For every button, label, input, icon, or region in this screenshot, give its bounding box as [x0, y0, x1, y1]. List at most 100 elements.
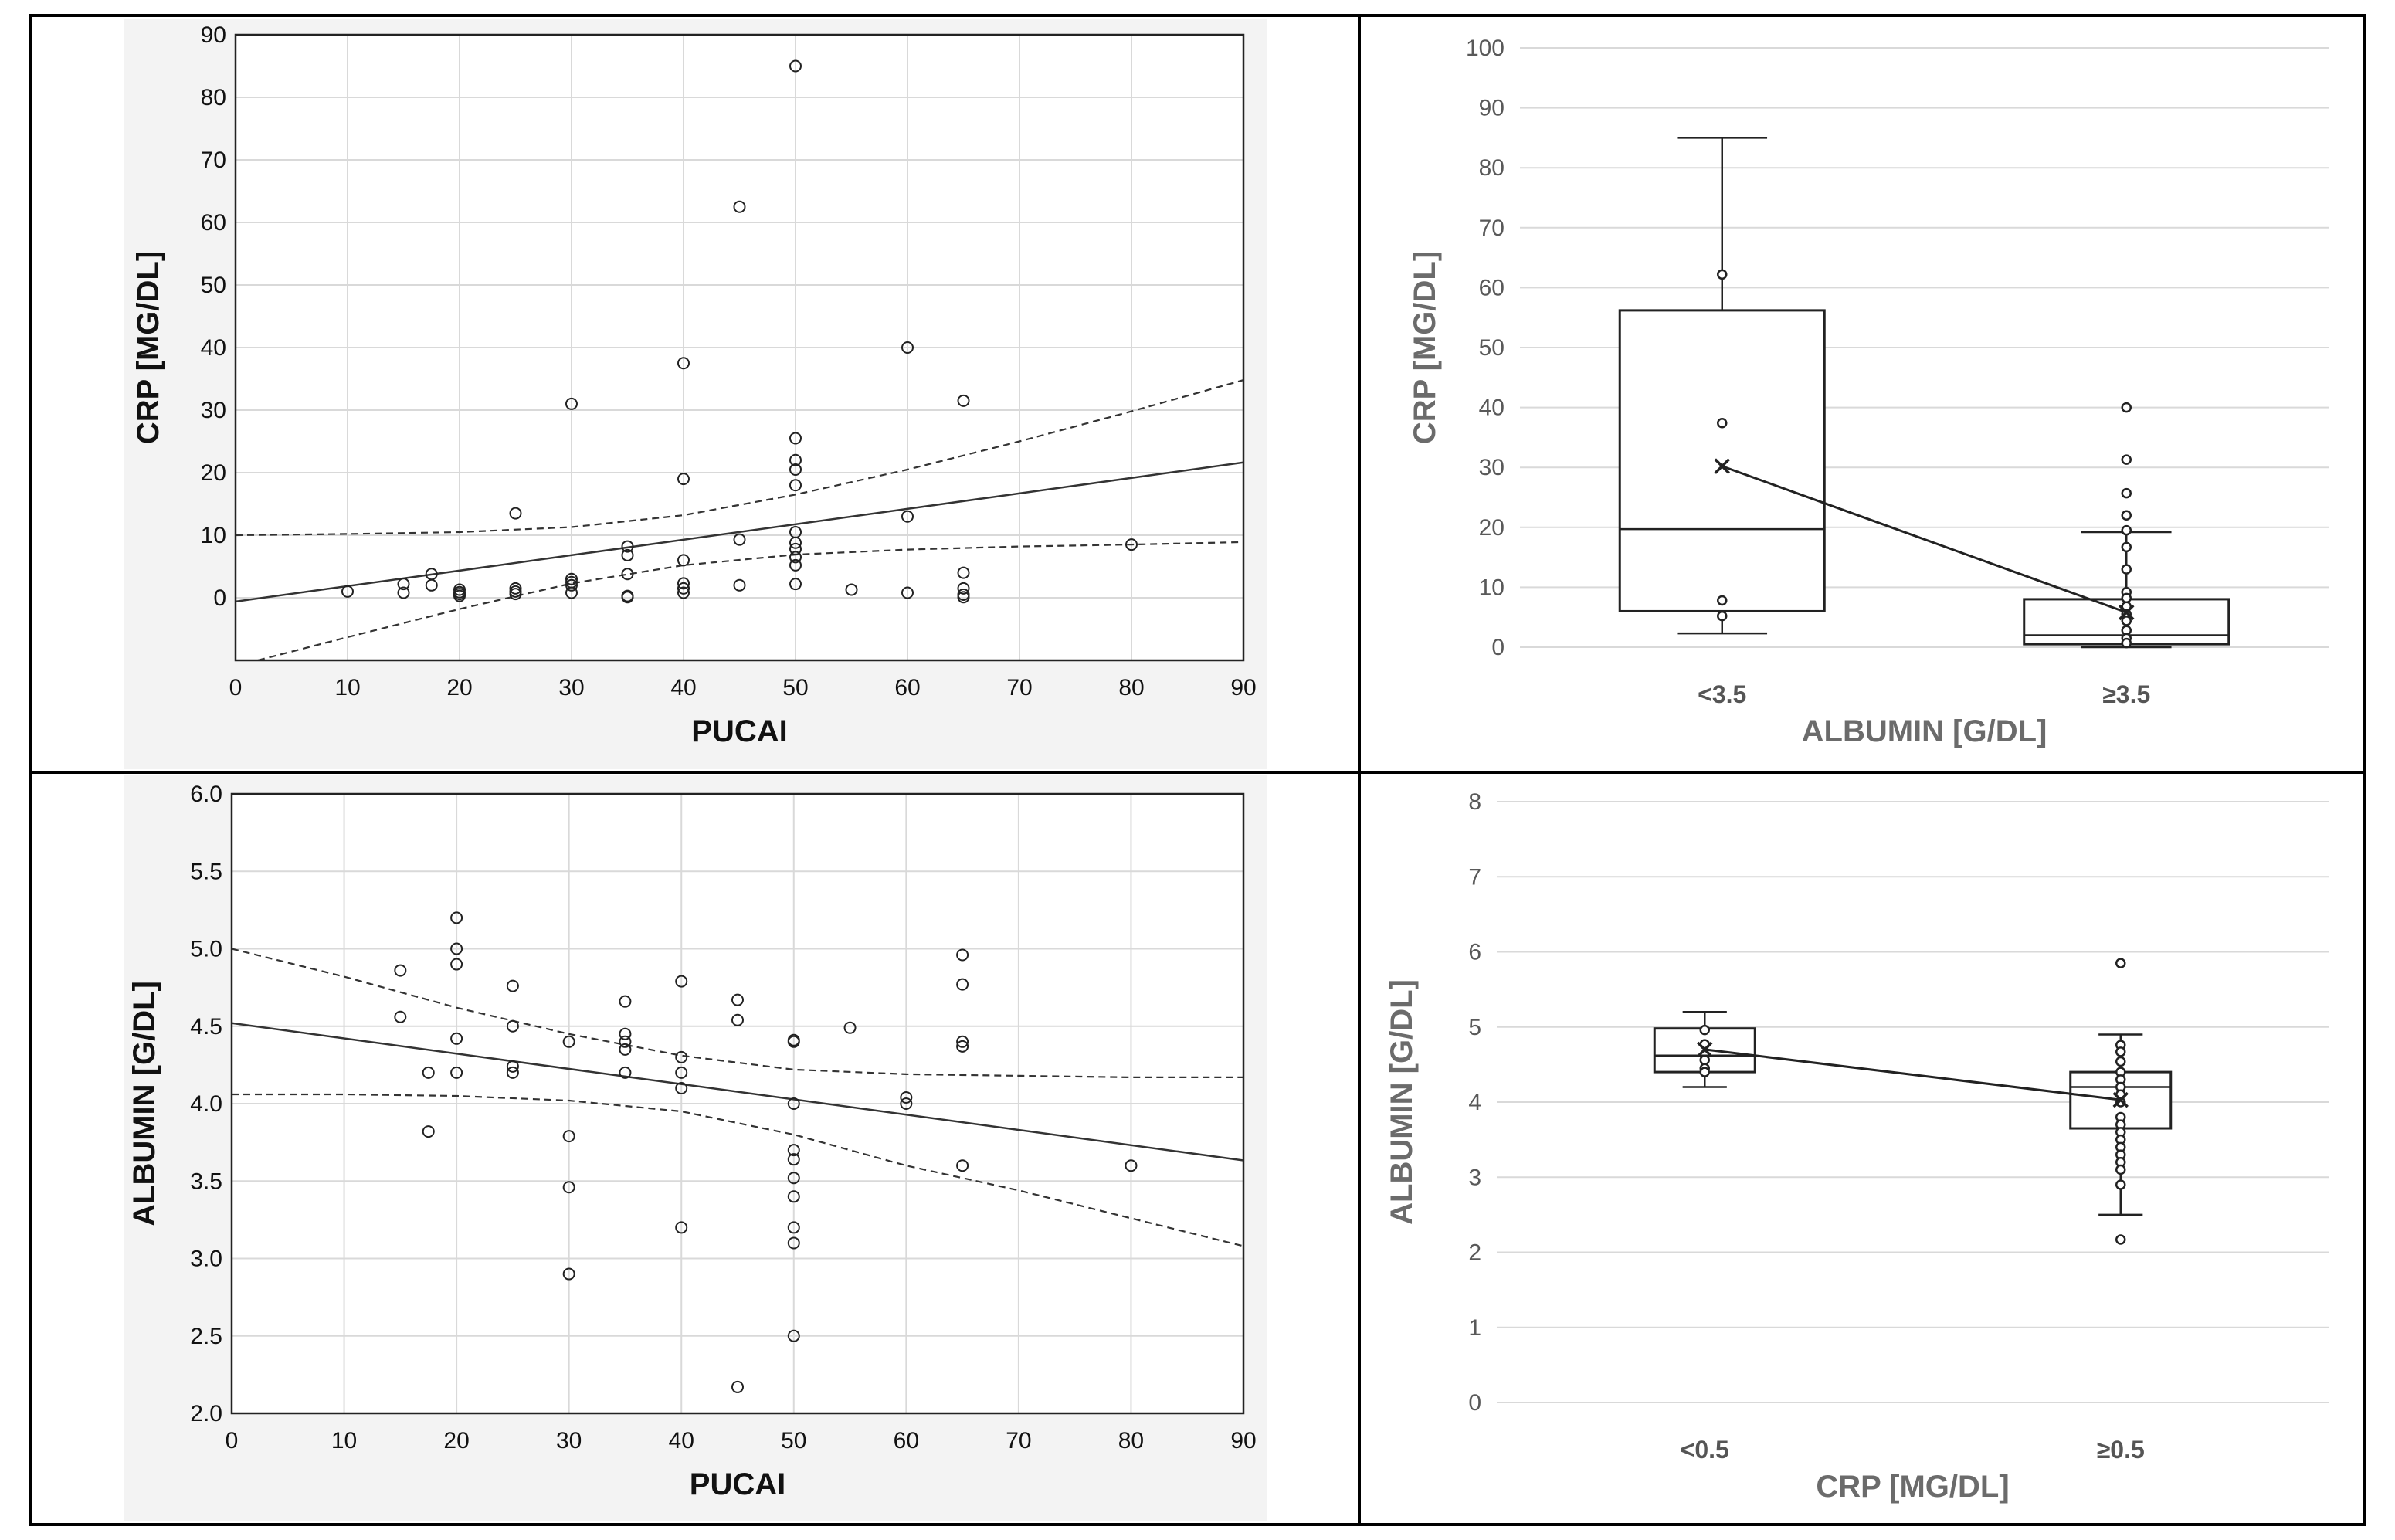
p3-data-point [1699, 1024, 1710, 1036]
p0-y-tick-label: 40 [201, 335, 226, 361]
p0-x-tick-label: 30 [558, 675, 584, 700]
p0-data-point [621, 548, 634, 561]
p2-data-point [787, 1144, 800, 1157]
p2-data-point [787, 1153, 800, 1166]
p2-data-point [675, 975, 688, 988]
p1-category-label: ≥3.5 [2102, 680, 2150, 708]
p2-data-point [787, 1035, 800, 1048]
p1-data-point [2121, 454, 2132, 465]
p2-y-tick-label: 4.5 [190, 1014, 222, 1040]
p3-data-point [1699, 1054, 1710, 1066]
p0-data-point [789, 432, 802, 445]
p0-data-point [453, 589, 466, 602]
p1-data-point [1717, 610, 1728, 622]
p2-fit-lines [232, 948, 1243, 1247]
p1-y-tick-label: 20 [1479, 515, 1505, 541]
p1-data-point [2121, 510, 2132, 521]
p0-y-tick-label: 10 [201, 523, 226, 548]
p1-mean-marker [1714, 458, 1730, 474]
p0-data-point [677, 577, 690, 590]
p0-x-tick-label: 70 [1006, 675, 1032, 700]
p2-data-point [956, 1035, 969, 1048]
p1-y-tick-label: 40 [1479, 395, 1505, 421]
p1-y-tick-label: 70 [1479, 215, 1505, 241]
p3-y-tick-label: 1 [1468, 1315, 1481, 1341]
p3-y-tick-label: 8 [1468, 789, 1481, 815]
p2-data-point [619, 1035, 632, 1048]
panel-frame-top-right [1358, 14, 2366, 774]
p0-data-point [509, 582, 522, 595]
p2-data-point [619, 1027, 632, 1040]
p0-y-tick-label: 20 [201, 460, 226, 486]
p3-mean-line [1705, 1048, 2121, 1101]
p1-y-tick-label: 60 [1479, 275, 1505, 300]
p0-data-point [733, 578, 746, 592]
p2-y-tick-label: 3.0 [190, 1247, 222, 1272]
p0-ci-upper-line [236, 379, 1243, 537]
p0-data-point [1125, 538, 1138, 551]
p2-data-point [562, 1130, 575, 1143]
p0-plot-frame [234, 33, 1245, 662]
p2-regression-line [232, 1022, 1243, 1162]
albumin-vs-pucai-scatter: 0 10 20 30 40 50 60 70 80 90 2.0 2.5 3.0 3.5 4.0 4.5 5.0… [127, 782, 1257, 1501]
p0-y-tick-label: 0 [213, 585, 226, 611]
p3-data-point [2115, 1234, 2126, 1245]
p0-y-tick-label: 90 [201, 22, 226, 48]
p2-data-point [731, 993, 744, 1006]
p3-category-label: <0.5 [1681, 1436, 1729, 1464]
p1-data-point [2121, 592, 2132, 604]
p2-x-tick-label: 30 [556, 1428, 582, 1454]
p2-y-tick-label: 4.0 [190, 1091, 222, 1117]
p2-data-point [1125, 1159, 1138, 1172]
p2-x-tick-label: 10 [331, 1428, 357, 1454]
p2-data-point [787, 1221, 800, 1234]
p2-x-tick-label: 90 [1230, 1428, 1256, 1454]
p2-y-tick-label: 2.5 [190, 1324, 222, 1349]
p0-data-point [957, 582, 970, 595]
p0-data-point [901, 341, 914, 354]
p0-data-point [789, 578, 802, 591]
p3-data-point [1699, 1067, 1710, 1077]
p0-x-tick-label: 10 [334, 675, 360, 700]
p0-data-point [677, 586, 690, 599]
p0-x-axis-title: PUCAI [691, 714, 787, 748]
p2-x-tick-label: 50 [781, 1428, 806, 1454]
p3-data-point [2115, 958, 2126, 968]
p0-data-point [621, 591, 634, 604]
p0-data-point [621, 568, 634, 581]
p1-y-tick-label: 30 [1479, 455, 1505, 480]
p0-data-point [733, 533, 746, 546]
p3-data-point [2115, 1164, 2126, 1175]
p0-y-tick-label: 50 [201, 273, 226, 298]
p1-data-point [2121, 541, 2132, 553]
p2-data-point [562, 1035, 575, 1048]
p3-y-tick-label: 6 [1468, 940, 1481, 965]
p2-data-point [506, 1066, 519, 1079]
p0-data-point [789, 536, 802, 549]
p0-x-tick-label: 40 [670, 675, 696, 700]
p3-mean-marker [1697, 1041, 1713, 1058]
p2-data-point [956, 1159, 969, 1172]
p2-data-point [787, 1190, 800, 1203]
p2-data-point [394, 964, 407, 977]
p1-x-axis-title: ALBUMIN [G/DL] [1802, 714, 2047, 748]
p2-data-point [450, 942, 463, 955]
p2-data-point [675, 1081, 688, 1094]
p2-x-axis-title: PUCAI [690, 1467, 785, 1501]
p2-plot-frame [230, 792, 1245, 1415]
p2-data-point [562, 1267, 575, 1281]
p3-mean-marker [2112, 1091, 2129, 1108]
p2-data-point [506, 979, 519, 992]
p2-data-point [450, 958, 463, 971]
p0-data-point [789, 551, 802, 564]
p0-data-point [565, 572, 578, 585]
p2-data-point [562, 1181, 575, 1194]
crp-by-albumin-boxplot: 0 10 20 30 40 50 60 70 80 90 100 <3.5 ≥3.5 ALBUMIN [G… [1408, 36, 2329, 748]
p2-ci-lower-line [232, 1093, 1243, 1247]
p0-y-axis-title: CRP [MG/DL] [131, 251, 165, 444]
p0-data-point [733, 200, 746, 213]
p0-data-point [621, 540, 634, 553]
p2-data-point [900, 1097, 913, 1110]
